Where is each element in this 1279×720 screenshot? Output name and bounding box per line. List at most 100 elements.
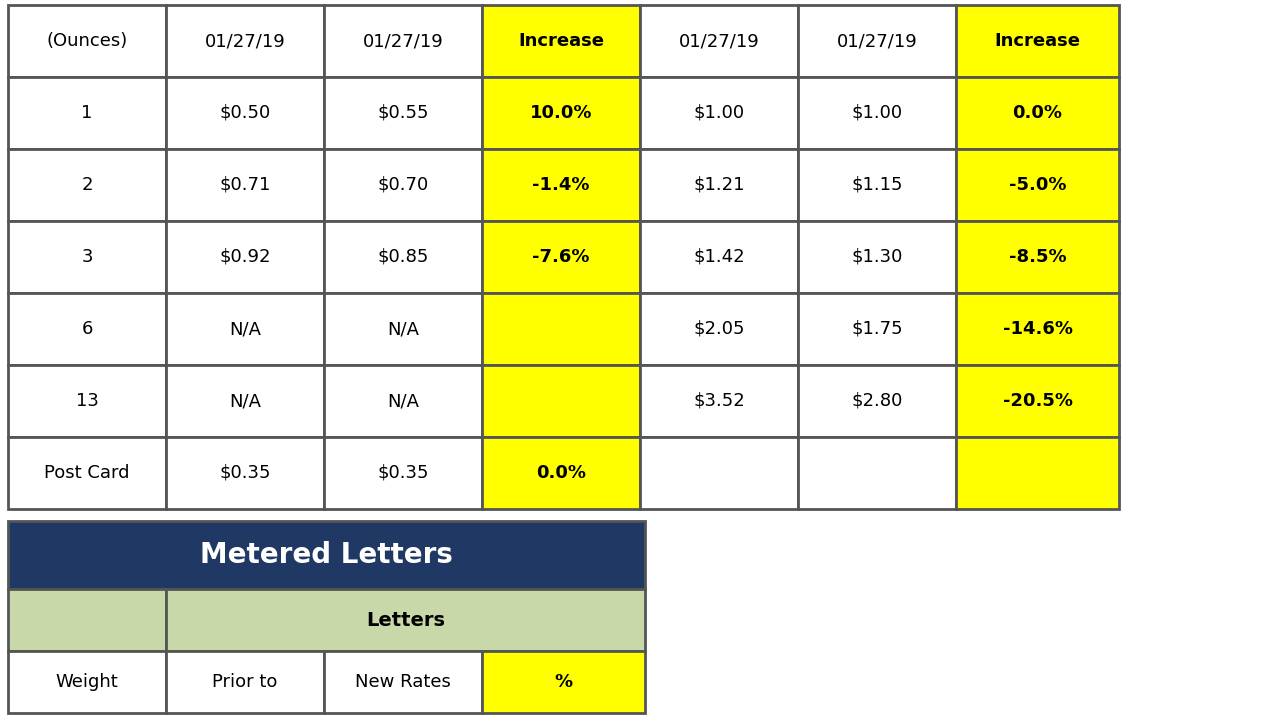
Text: $2.80: $2.80: [852, 392, 903, 410]
Bar: [166, 437, 324, 509]
Bar: [324, 651, 482, 713]
Text: Increase: Increase: [995, 32, 1081, 50]
Text: 1: 1: [82, 104, 92, 122]
Bar: [640, 221, 798, 293]
Bar: [324, 221, 482, 293]
Bar: [482, 365, 640, 437]
Bar: [166, 293, 324, 365]
Text: Metered Letters: Metered Letters: [200, 541, 453, 569]
Text: $1.42: $1.42: [693, 248, 744, 266]
Bar: [324, 365, 482, 437]
Bar: [955, 5, 1119, 77]
Text: Post Card: Post Card: [45, 464, 129, 482]
Text: -14.6%: -14.6%: [1003, 320, 1073, 338]
Text: 13: 13: [75, 392, 98, 410]
Bar: [640, 293, 798, 365]
Bar: [955, 149, 1119, 221]
Text: 01/27/19: 01/27/19: [205, 32, 285, 50]
Bar: [798, 5, 955, 77]
Bar: [640, 365, 798, 437]
Bar: [8, 149, 166, 221]
Bar: [955, 221, 1119, 293]
Bar: [8, 589, 166, 651]
Bar: [955, 365, 1119, 437]
Bar: [482, 77, 640, 149]
Text: N/A: N/A: [388, 320, 420, 338]
Bar: [482, 221, 640, 293]
Text: $3.52: $3.52: [693, 392, 744, 410]
Text: -1.4%: -1.4%: [532, 176, 590, 194]
Text: 0.0%: 0.0%: [1013, 104, 1063, 122]
Bar: [166, 589, 645, 651]
Bar: [166, 5, 324, 77]
Bar: [8, 365, 166, 437]
Bar: [8, 437, 166, 509]
Text: $1.30: $1.30: [852, 248, 903, 266]
Bar: [798, 149, 955, 221]
Bar: [640, 5, 798, 77]
Text: -8.5%: -8.5%: [1009, 248, 1067, 266]
Text: N/A: N/A: [229, 320, 261, 338]
Bar: [482, 651, 645, 713]
Bar: [482, 293, 640, 365]
Text: -5.0%: -5.0%: [1009, 176, 1067, 194]
Text: Weight: Weight: [55, 673, 119, 691]
Text: $1.75: $1.75: [852, 320, 903, 338]
Text: $1.15: $1.15: [852, 176, 903, 194]
Text: Increase: Increase: [518, 32, 604, 50]
Text: N/A: N/A: [388, 392, 420, 410]
Text: 3: 3: [82, 248, 93, 266]
Text: New Rates: New Rates: [356, 673, 451, 691]
Bar: [324, 293, 482, 365]
Bar: [640, 437, 798, 509]
Text: $0.92: $0.92: [219, 248, 271, 266]
Bar: [955, 437, 1119, 509]
Bar: [798, 437, 955, 509]
Bar: [8, 221, 166, 293]
Text: 10.0%: 10.0%: [530, 104, 592, 122]
Text: $0.70: $0.70: [377, 176, 428, 194]
Text: 2: 2: [82, 176, 93, 194]
Text: $1.21: $1.21: [693, 176, 744, 194]
Bar: [482, 5, 640, 77]
Text: $0.35: $0.35: [377, 464, 428, 482]
Text: $0.71: $0.71: [219, 176, 271, 194]
Bar: [8, 77, 166, 149]
Text: $1.00: $1.00: [852, 104, 903, 122]
Text: 01/27/19: 01/27/19: [363, 32, 444, 50]
Bar: [324, 77, 482, 149]
Text: Prior to: Prior to: [212, 673, 278, 691]
Bar: [8, 651, 166, 713]
Text: (Ounces): (Ounces): [46, 32, 128, 50]
Bar: [324, 5, 482, 77]
Bar: [166, 365, 324, 437]
Text: 0.0%: 0.0%: [536, 464, 586, 482]
Text: -7.6%: -7.6%: [532, 248, 590, 266]
Text: $2.05: $2.05: [693, 320, 744, 338]
Bar: [798, 221, 955, 293]
Bar: [955, 293, 1119, 365]
Bar: [798, 293, 955, 365]
Text: $0.55: $0.55: [377, 104, 428, 122]
Text: 6: 6: [82, 320, 92, 338]
Text: $0.85: $0.85: [377, 248, 428, 266]
Bar: [166, 221, 324, 293]
Bar: [166, 651, 324, 713]
Bar: [8, 521, 645, 589]
Text: $1.00: $1.00: [693, 104, 744, 122]
Bar: [482, 437, 640, 509]
Bar: [324, 149, 482, 221]
Bar: [798, 77, 955, 149]
Bar: [482, 149, 640, 221]
Text: 01/27/19: 01/27/19: [679, 32, 760, 50]
Text: N/A: N/A: [229, 392, 261, 410]
Bar: [166, 149, 324, 221]
Bar: [640, 149, 798, 221]
Text: $0.35: $0.35: [219, 464, 271, 482]
Bar: [640, 77, 798, 149]
Text: Letters: Letters: [366, 611, 445, 629]
Bar: [8, 5, 166, 77]
Bar: [324, 437, 482, 509]
Text: %: %: [554, 673, 573, 691]
Text: $0.50: $0.50: [220, 104, 271, 122]
